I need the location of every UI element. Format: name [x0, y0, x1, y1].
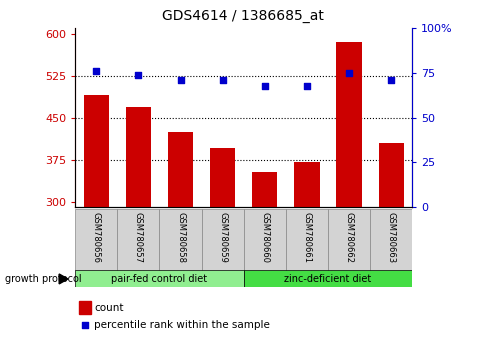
Text: GSM780657: GSM780657 — [134, 212, 143, 263]
Text: pair-fed control diet: pair-fed control diet — [111, 274, 207, 284]
Text: count: count — [94, 303, 123, 313]
Bar — [327, 209, 369, 271]
Text: GSM780662: GSM780662 — [344, 212, 353, 263]
Bar — [294, 162, 319, 207]
Bar — [125, 107, 151, 207]
Bar — [78, 301, 91, 314]
Bar — [252, 172, 277, 207]
Point — [176, 77, 184, 83]
Text: GSM780661: GSM780661 — [302, 212, 311, 263]
Point — [92, 68, 100, 74]
Point — [218, 77, 226, 83]
Bar — [167, 132, 193, 207]
Point — [345, 70, 352, 76]
Text: GSM780656: GSM780656 — [91, 212, 101, 263]
Point — [302, 83, 310, 88]
Bar — [369, 209, 411, 271]
Text: GSM780659: GSM780659 — [218, 212, 227, 263]
Bar — [285, 209, 327, 271]
Bar — [378, 143, 403, 207]
Bar — [159, 209, 201, 271]
Text: GDS4614 / 1386685_at: GDS4614 / 1386685_at — [161, 9, 323, 23]
Bar — [117, 209, 159, 271]
Bar — [336, 42, 361, 207]
Text: percentile rank within the sample: percentile rank within the sample — [94, 320, 270, 330]
Bar — [210, 148, 235, 207]
Point — [81, 322, 89, 328]
Bar — [75, 209, 117, 271]
Polygon shape — [59, 274, 68, 284]
Text: GSM780658: GSM780658 — [176, 212, 184, 263]
Text: GSM780663: GSM780663 — [386, 212, 395, 263]
Text: GSM780660: GSM780660 — [260, 212, 269, 263]
Text: zinc-deficient diet: zinc-deficient diet — [284, 274, 371, 284]
Point — [260, 83, 268, 88]
Point — [387, 77, 394, 83]
Text: growth protocol: growth protocol — [5, 274, 81, 284]
Bar — [201, 209, 243, 271]
Bar — [83, 95, 108, 207]
Bar — [243, 209, 285, 271]
Bar — [243, 270, 411, 287]
Bar — [75, 270, 243, 287]
Point — [134, 72, 142, 78]
